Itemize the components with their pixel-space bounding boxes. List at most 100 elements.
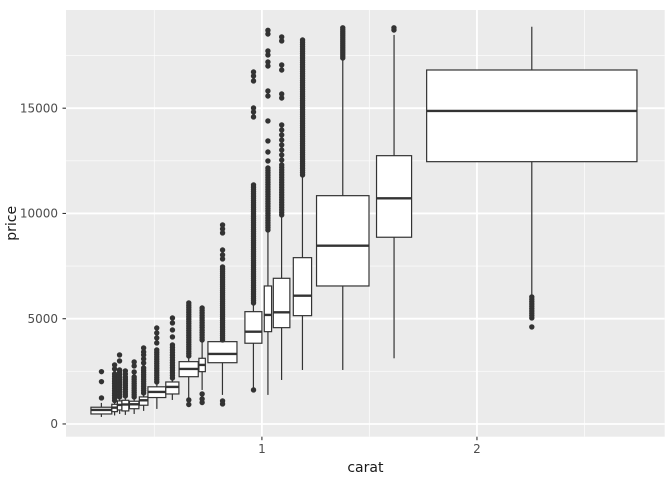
outlier-dot [111, 366, 118, 372]
x-axis-title: carat [347, 460, 384, 476]
outlier-dot [154, 325, 160, 331]
outlier-dot [278, 38, 285, 44]
outlier-dot [278, 162, 285, 168]
outlier-dot [111, 362, 118, 368]
outlier-dot [219, 222, 226, 228]
outlier-dot [299, 37, 306, 43]
y-tick-label: 0 [50, 417, 58, 431]
outlier-dot [265, 63, 271, 69]
outlier-dot [98, 378, 105, 385]
outlier-dot [154, 330, 160, 336]
y-tick-label: 10000 [20, 207, 58, 221]
outlier-dot [265, 27, 271, 34]
outlier-dot [186, 300, 192, 306]
outlier-dot [140, 356, 147, 362]
outlier-dot [219, 252, 226, 258]
outlier-dot [154, 347, 160, 353]
outlier-dot [391, 25, 397, 31]
outlier-dot [98, 395, 105, 401]
outlier-dot [250, 78, 257, 84]
outlier-dot [140, 360, 147, 366]
outlier-dot [140, 345, 147, 351]
box-iqr [207, 341, 238, 364]
outlier-dot [199, 305, 205, 311]
outlier-dot [219, 264, 226, 270]
outlier-dot [169, 334, 176, 340]
outlier-dot [131, 359, 137, 365]
outlier-dot [250, 182, 257, 188]
outlier-dot [529, 324, 535, 330]
outlier-dot [169, 327, 176, 333]
x-tick-label: 1 [258, 442, 266, 456]
outlier-dot [250, 105, 257, 111]
outlier-dot [98, 368, 105, 375]
box-iqr [263, 285, 273, 333]
outlier-dot [265, 59, 271, 65]
outlier-dot [199, 396, 205, 402]
box-iqr [244, 311, 263, 344]
outlier-dot [116, 367, 123, 373]
outlier-dot [169, 315, 176, 321]
outlier-dot [278, 127, 285, 133]
x-tick-label: 2 [473, 442, 481, 456]
outlier-dot [278, 152, 285, 158]
outlier-dot [250, 109, 257, 115]
outlier-dot [219, 256, 226, 262]
outlier-dot [278, 67, 285, 73]
outlier-dot [250, 114, 257, 120]
outlier-dot [154, 340, 160, 346]
outlier-dot [265, 88, 271, 94]
outlier-dot [199, 391, 205, 397]
outlier-dot [169, 320, 176, 326]
outlier-dot [250, 69, 257, 75]
outlier-dot [340, 25, 346, 31]
outlier-dot [265, 93, 271, 99]
outlier-dot [116, 358, 123, 364]
outlier-dot [186, 401, 192, 408]
outlier-dot [116, 352, 123, 358]
outlier-dot [186, 397, 192, 403]
box-iqr [426, 69, 638, 163]
plot-marks: 0 5000 10000 15000 1 2 [20, 10, 665, 456]
outlier-dot [278, 95, 285, 101]
outlier-dot [250, 387, 257, 393]
outlier-dot [265, 158, 271, 164]
outlier-dot [278, 137, 285, 143]
outlier-dot [122, 368, 129, 374]
outlier-dot [131, 369, 137, 375]
outlier-dot [278, 34, 285, 40]
outlier-dot [278, 62, 285, 68]
y-tick-label: 15000 [20, 101, 58, 115]
y-axis-title: price [4, 206, 20, 241]
y-tick-label: 5000 [27, 312, 58, 326]
outlier-dot [265, 118, 271, 124]
outlier-dot [278, 122, 285, 128]
outlier-dot [219, 398, 226, 404]
outlier-dot [219, 230, 226, 236]
outlier-dot [219, 247, 226, 253]
outlier-dot [169, 342, 176, 348]
box-iqr [272, 277, 291, 329]
outlier-dot [278, 147, 285, 153]
outlier-dot [278, 142, 285, 148]
outlier-dot [278, 91, 285, 97]
outlier-dot [278, 132, 285, 138]
outlier-dot [265, 165, 271, 171]
outlier-dot [529, 294, 535, 300]
outlier-dot [140, 349, 147, 355]
outlier-dot [131, 363, 137, 369]
outlier-dot [140, 365, 147, 371]
outlier-dot [131, 374, 137, 380]
box-iqr [315, 195, 370, 287]
outlier-dot [265, 138, 271, 144]
outlier-dot [154, 335, 160, 341]
outlier-dot [265, 48, 271, 54]
outlier-dot [278, 157, 285, 163]
outlier-dot [250, 73, 257, 79]
outlier-dot [219, 226, 226, 232]
box-iqr [375, 155, 413, 238]
outlier-dot [265, 149, 271, 155]
outlier-dot [111, 371, 118, 377]
